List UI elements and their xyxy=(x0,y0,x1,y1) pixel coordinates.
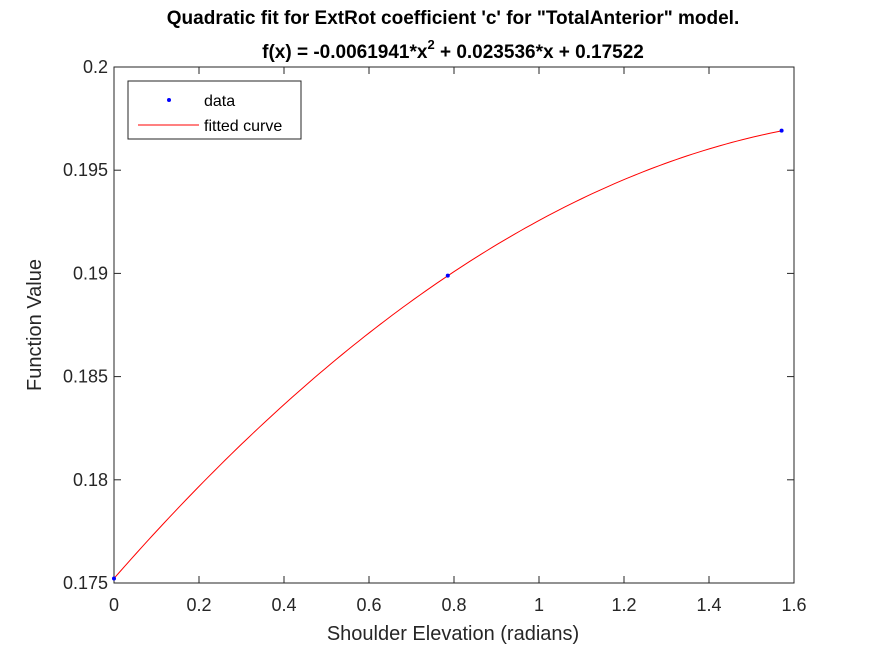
legend-box xyxy=(127,80,302,140)
x-tick-label: 1.4 xyxy=(696,595,721,615)
y-tick-label: 0.19 xyxy=(73,263,108,283)
legend: data fitted curve xyxy=(127,80,302,140)
plot-area xyxy=(113,66,795,584)
x-tick-label: 1.6 xyxy=(781,595,806,615)
y-ticks: 0.175 0.18 0.185 0.19 0.195 0.2 xyxy=(63,57,794,593)
x-tick-label: 1 xyxy=(534,595,544,615)
chart-title-line2-sup: 2 xyxy=(427,37,434,52)
data-point xyxy=(112,576,116,581)
x-axis-label: Shoulder Elevation (radians) xyxy=(327,623,579,645)
y-axis-label: Function Value xyxy=(24,259,46,391)
data-point xyxy=(779,128,784,133)
legend-marker-data xyxy=(167,98,171,102)
y-tick-label: 0.18 xyxy=(73,470,108,490)
x-tick-label: 0.6 xyxy=(356,595,381,615)
x-ticks: 0 0.2 0.4 0.6 0.8 1 1.2 1.4 1.6 xyxy=(109,67,807,615)
y-tick-label: 0.195 xyxy=(63,160,108,180)
y-tick-label: 0.185 xyxy=(63,367,108,387)
legend-label-data: data xyxy=(204,93,235,110)
y-tick-label: 0.2 xyxy=(83,57,108,77)
x-tick-label: 0.4 xyxy=(271,595,296,615)
x-tick-label: 1.2 xyxy=(611,595,636,615)
data-point xyxy=(445,273,450,278)
chart-title-line2-prefix: f(x) = -0.0061941*x xyxy=(262,42,428,63)
x-tick-label: 0 xyxy=(109,595,119,615)
chart-title-line1: Quadratic fit for ExtRot coefficient 'c'… xyxy=(167,8,739,29)
series-layer xyxy=(112,128,784,581)
chart-title-line2: f(x) = -0.0061941*x2 + 0.023536*x + 0.17… xyxy=(262,37,644,63)
y-tick-label: 0.175 xyxy=(63,573,108,593)
chart-title-line2-suffix: + 0.023536*x + 0.17522 xyxy=(435,42,644,63)
x-tick-label: 0.8 xyxy=(441,595,466,615)
legend-label-fitted-curve: fitted curve xyxy=(204,118,282,135)
x-tick-label: 0.2 xyxy=(186,595,211,615)
